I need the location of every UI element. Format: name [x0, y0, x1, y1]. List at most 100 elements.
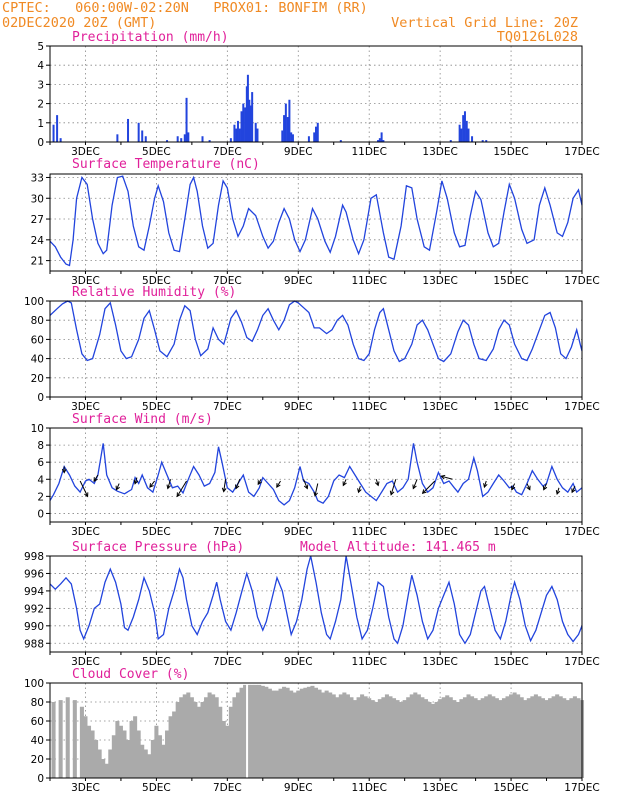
- x-tick-label: 15DEC: [493, 275, 528, 287]
- series-line: [49, 555, 583, 645]
- y-tick-label: 2: [37, 491, 44, 503]
- cloud-bar: [335, 697, 340, 778]
- cloud-bar: [324, 690, 329, 778]
- precip-bar: [460, 128, 463, 142]
- y-tick-label: 996: [24, 568, 44, 580]
- y-tick-label: 100: [24, 296, 44, 308]
- cloud-bar: [97, 749, 102, 778]
- header-grid-note: Vertical Grid Line: 20Z: [391, 15, 578, 31]
- y-tick-label: 60: [31, 716, 44, 728]
- cloud-bar: [282, 686, 287, 778]
- precip-bar: [485, 140, 488, 142]
- y-tick-label: 33: [31, 172, 44, 184]
- cloud-bar: [342, 692, 347, 778]
- y-tick-label: 992: [24, 603, 44, 615]
- precip-bar: [180, 138, 183, 142]
- wind-arrowhead: [412, 484, 417, 490]
- precip-bar: [185, 97, 188, 142]
- cloud-bar: [445, 695, 450, 778]
- cloud-bar: [221, 721, 226, 778]
- cloud-bar: [83, 716, 88, 778]
- precip-bar: [116, 134, 119, 142]
- cloud-bar: [509, 694, 514, 778]
- precip-bar: [467, 128, 470, 142]
- x-tick-label: 3DEC: [71, 275, 100, 287]
- series-line: [49, 175, 583, 267]
- panel-title: Surface Wind (m/s): [72, 412, 213, 427]
- y-tick-label: 3: [37, 79, 44, 91]
- cloud-bar: [303, 687, 308, 778]
- cloud-bar: [111, 735, 116, 778]
- x-tick-label: 15DEC: [493, 656, 528, 668]
- wind-arrowhead: [133, 479, 139, 485]
- cloud-bar: [352, 700, 358, 778]
- wind-vector: [167, 479, 172, 489]
- precip-bar: [378, 138, 381, 142]
- wind-arrowhead: [61, 468, 67, 474]
- y-tick-label: 27: [31, 214, 44, 226]
- cloud-bar: [565, 700, 570, 778]
- panel-frame: [49, 173, 583, 272]
- precip-bar: [315, 126, 317, 142]
- y-tick-label: 998: [24, 551, 44, 563]
- precip-bar: [288, 99, 291, 142]
- precip-bar: [254, 122, 257, 142]
- cloud-bar: [228, 706, 233, 778]
- panel-subtitle: Model Altitude: 141.465 m: [300, 540, 496, 555]
- wind-arrowhead: [555, 489, 561, 496]
- y-tick-label: 21: [31, 256, 44, 268]
- cloud-bar: [416, 694, 421, 778]
- precip-bar: [52, 124, 55, 142]
- precip-bar: [248, 99, 251, 142]
- cloud-bar: [289, 690, 294, 778]
- cloud-bar: [278, 688, 283, 778]
- x-tick-label: 9DEC: [284, 275, 313, 287]
- precip-bar: [481, 140, 484, 142]
- cloud-bar: [264, 686, 269, 778]
- precip-bar: [235, 128, 238, 142]
- precip-bar: [141, 130, 144, 142]
- cloud-bar: [214, 697, 219, 778]
- wind-arrowhead: [166, 484, 171, 490]
- panel-4: 0 2 4 6 8 10 3DEC 5DEC 7DEC 9DEC 11DEC 13DEC 15DEC 17…: [31, 412, 600, 538]
- precip-bar: [187, 132, 190, 142]
- y-tick-label: 0: [37, 137, 44, 149]
- cloud-bar: [345, 694, 350, 778]
- precip-bar: [56, 115, 59, 142]
- y-tick-label: 994: [24, 586, 44, 598]
- x-tick-label: 3DEC: [71, 401, 100, 413]
- x-tick-label: 15DEC: [493, 526, 528, 538]
- precip-bar: [245, 86, 248, 142]
- x-tick-label: 7DEC: [213, 782, 242, 794]
- cloud-bar: [94, 740, 99, 778]
- cloud-bar: [274, 690, 280, 778]
- cloud-bar: [239, 687, 244, 778]
- cloud-bar: [218, 706, 223, 778]
- cloud-bar: [182, 694, 187, 778]
- cloud-bar: [427, 702, 432, 778]
- cloud-bar: [519, 697, 524, 778]
- precip-bar: [458, 124, 461, 142]
- x-tick-label: 3DEC: [71, 782, 100, 794]
- x-tick-label: 13DEC: [422, 526, 457, 538]
- panel-frame: [49, 45, 583, 143]
- cloud-bar: [555, 694, 560, 778]
- cloud-bar: [189, 697, 194, 778]
- cloud-bar: [150, 740, 155, 778]
- cloud-bar: [523, 700, 528, 778]
- y-tick-label: 80: [31, 697, 44, 709]
- panel-title: Surface Pressure (hPa): [72, 540, 244, 555]
- cloud-bar: [551, 696, 556, 778]
- cloud-bar: [126, 740, 131, 778]
- cloud-bar: [260, 685, 265, 778]
- precip-bar: [127, 118, 130, 142]
- wind-vector: [303, 479, 308, 489]
- cloud-bar: [569, 698, 574, 778]
- header-location: CPTEC: 060:00W-02:20N PROX01: BONFIM (RR…: [2, 0, 368, 16]
- precip-bar: [465, 120, 468, 142]
- x-tick-label: 9DEC: [284, 782, 313, 794]
- precip-bar: [471, 136, 474, 142]
- cloud-bar: [175, 702, 180, 778]
- wind-vector: [176, 480, 187, 497]
- x-tick-label: 11DEC: [351, 401, 386, 413]
